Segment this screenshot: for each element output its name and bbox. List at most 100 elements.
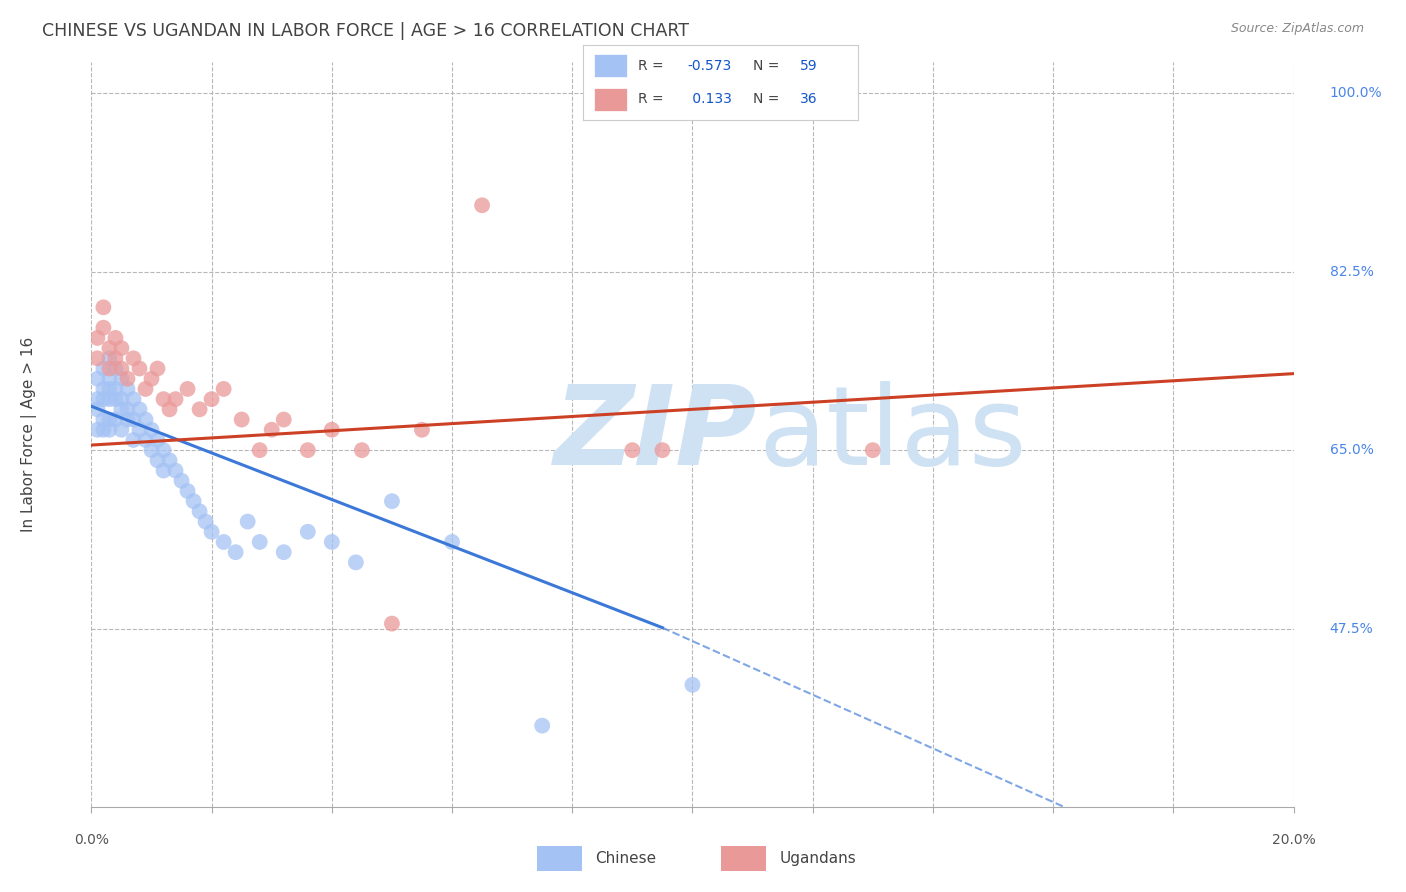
- Point: [159, 453, 181, 467]
- Text: 20.0%: 20.0%: [1271, 833, 1316, 847]
- Point: [86, 372, 108, 386]
- Point: [176, 483, 198, 498]
- Point: [152, 443, 174, 458]
- Point: [86, 351, 108, 366]
- Point: [165, 464, 187, 478]
- Point: [344, 555, 367, 569]
- FancyBboxPatch shape: [537, 847, 582, 871]
- Text: 100.0%: 100.0%: [1330, 86, 1382, 100]
- Text: ZIP: ZIP: [554, 382, 758, 488]
- Point: [122, 351, 145, 366]
- Point: [110, 423, 132, 437]
- Point: [146, 433, 169, 447]
- Text: 82.5%: 82.5%: [1330, 265, 1374, 278]
- Point: [122, 392, 145, 406]
- Point: [141, 443, 163, 458]
- Point: [194, 515, 217, 529]
- Point: [110, 341, 132, 355]
- Point: [471, 198, 494, 212]
- Point: [98, 372, 121, 386]
- Point: [651, 443, 673, 458]
- Point: [86, 423, 108, 437]
- Text: N =: N =: [754, 92, 780, 106]
- Point: [201, 392, 224, 406]
- Text: 0.133: 0.133: [688, 92, 731, 106]
- Point: [110, 392, 132, 406]
- Point: [110, 372, 132, 386]
- Point: [93, 423, 115, 437]
- Point: [134, 433, 156, 447]
- Point: [98, 351, 121, 366]
- Point: [122, 433, 145, 447]
- Point: [141, 423, 163, 437]
- Point: [93, 382, 115, 396]
- Point: [249, 443, 271, 458]
- Point: [321, 423, 343, 437]
- Point: [321, 535, 343, 549]
- Point: [152, 392, 174, 406]
- Point: [117, 382, 139, 396]
- Point: [93, 361, 115, 376]
- Point: [134, 382, 156, 396]
- Point: [93, 412, 115, 426]
- Point: [128, 361, 150, 376]
- Point: [86, 331, 108, 345]
- Point: [146, 361, 169, 376]
- Point: [117, 412, 139, 426]
- Point: [249, 535, 271, 549]
- Point: [381, 616, 404, 631]
- Point: [236, 515, 259, 529]
- Point: [297, 524, 319, 539]
- Text: 0.0%: 0.0%: [75, 833, 108, 847]
- Text: 59: 59: [800, 59, 818, 73]
- Point: [98, 361, 121, 376]
- Text: Ugandans: Ugandans: [779, 851, 856, 866]
- Point: [104, 351, 127, 366]
- Point: [260, 423, 283, 437]
- Point: [152, 464, 174, 478]
- Point: [212, 382, 235, 396]
- FancyBboxPatch shape: [595, 87, 627, 111]
- Point: [176, 382, 198, 396]
- Text: Source: ZipAtlas.com: Source: ZipAtlas.com: [1230, 22, 1364, 36]
- Point: [86, 392, 108, 406]
- Point: [146, 453, 169, 467]
- Point: [122, 412, 145, 426]
- Point: [531, 718, 554, 732]
- FancyBboxPatch shape: [721, 847, 766, 871]
- Text: atlas: atlas: [759, 382, 1026, 488]
- Point: [98, 412, 121, 426]
- Text: 36: 36: [800, 92, 818, 106]
- Point: [141, 372, 163, 386]
- Text: CHINESE VS UGANDAN IN LABOR FORCE | AGE > 16 CORRELATION CHART: CHINESE VS UGANDAN IN LABOR FORCE | AGE …: [42, 22, 689, 40]
- Text: N =: N =: [754, 59, 780, 73]
- Text: 65.0%: 65.0%: [1330, 443, 1374, 458]
- Point: [86, 402, 108, 417]
- Point: [93, 320, 115, 334]
- Point: [183, 494, 205, 508]
- Point: [98, 423, 121, 437]
- Text: In Labor Force | Age > 16: In Labor Force | Age > 16: [21, 337, 37, 533]
- Point: [273, 412, 295, 426]
- Text: 47.5%: 47.5%: [1330, 622, 1374, 636]
- Point: [117, 372, 139, 386]
- Point: [93, 392, 115, 406]
- Point: [98, 341, 121, 355]
- Point: [93, 301, 115, 315]
- Point: [212, 535, 235, 549]
- Point: [104, 361, 127, 376]
- Point: [681, 678, 703, 692]
- Point: [225, 545, 247, 559]
- Point: [440, 535, 463, 549]
- FancyBboxPatch shape: [595, 54, 627, 78]
- Text: R =: R =: [638, 92, 664, 106]
- Point: [110, 402, 132, 417]
- Point: [104, 331, 127, 345]
- Point: [188, 504, 211, 518]
- Point: [201, 524, 224, 539]
- Point: [98, 392, 121, 406]
- Point: [350, 443, 373, 458]
- Point: [297, 443, 319, 458]
- Text: -0.573: -0.573: [688, 59, 733, 73]
- Point: [128, 423, 150, 437]
